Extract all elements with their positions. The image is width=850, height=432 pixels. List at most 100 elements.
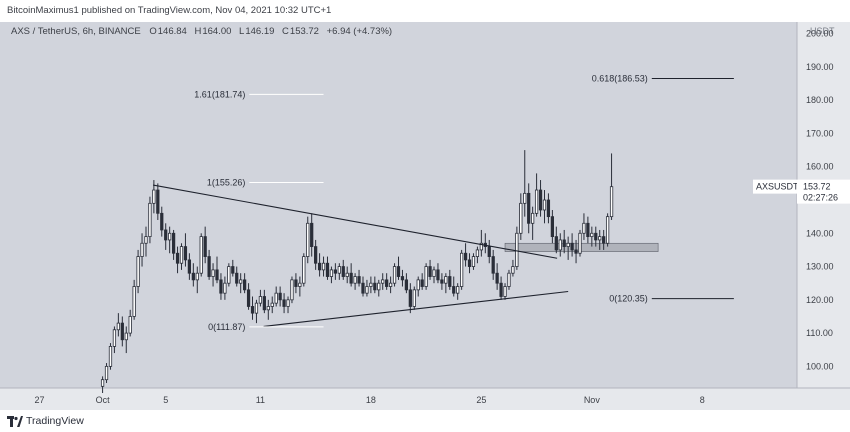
candle [270, 296, 274, 314]
candle-body-up [132, 286, 136, 317]
candle-body-down [156, 189, 160, 214]
ohlc-close: 153.72 [290, 26, 319, 37]
current-price-background [753, 179, 797, 194]
candle-body-up [258, 296, 263, 304]
candle [148, 196, 152, 244]
candle-body-up [199, 236, 203, 274]
candle [499, 276, 503, 300]
candle [116, 313, 120, 337]
price-chart[interactable]: AXS / TetherUS, 6h, BINANCE O146.84 H164… [0, 22, 850, 410]
tradingview-logo[interactable]: TradingView [7, 415, 84, 427]
candle-body-up [112, 329, 117, 347]
candle [164, 223, 168, 250]
symbol-title: AXS / TetherUS, 6h, BINANCE [11, 26, 141, 37]
x-tick-label: 27 [34, 395, 44, 405]
ohlc-low: 146.19 [245, 26, 274, 37]
candle [160, 206, 164, 237]
price-axis-panel [797, 22, 850, 388]
current-price-tag: AXSUSDT 153.72 02:27:26 [753, 179, 850, 204]
candle-body-up [223, 282, 227, 294]
candle-body-down [562, 239, 566, 247]
candle [404, 273, 409, 294]
candle [274, 286, 278, 307]
candle-body-down [235, 272, 239, 284]
candle [254, 299, 259, 324]
candle-body-up [456, 286, 460, 294]
candle-body-down [349, 272, 353, 284]
candle [171, 229, 176, 260]
candle-body-up [100, 379, 105, 387]
candle [290, 276, 294, 304]
candle [475, 246, 480, 264]
y-tick-label: 200.00 [806, 29, 834, 39]
candle-body-down [243, 279, 247, 291]
trendlines-layer [152, 184, 569, 327]
candle-body-up [460, 252, 464, 287]
candle-body-up [369, 282, 373, 287]
candle-body-up [266, 306, 270, 311]
candle [104, 363, 109, 384]
candle-body-down [203, 236, 207, 257]
candle-body-down [436, 269, 440, 281]
candle-body-up [381, 279, 385, 284]
candle-body-down [262, 296, 266, 311]
ohlc-high-label: H [194, 26, 201, 37]
symbol-legend: AXS / TetherUS, 6h, BINANCE O146.84 H164… [11, 26, 392, 37]
candle-body-down [602, 236, 606, 244]
y-axis-ticks: 200.00190.00180.00170.00160.00150.00140.… [806, 29, 834, 372]
candle [428, 259, 432, 280]
candle [582, 213, 586, 240]
candle [227, 263, 231, 287]
x-tick-label: Nov [584, 395, 601, 405]
ohlc-low-label: L [239, 26, 244, 37]
y-tick-label: 110.00 [806, 328, 833, 338]
candle-body-up [337, 266, 341, 274]
candle [179, 243, 184, 270]
current-price-symbol: AXSUSDT [756, 182, 799, 192]
candle [282, 293, 286, 314]
candle-body-up [444, 276, 448, 284]
candle [578, 229, 582, 257]
candle-body-up [104, 365, 109, 381]
candle-body-up [558, 239, 562, 251]
candle [586, 216, 590, 244]
candle-body-up [503, 286, 507, 297]
candle-body-down [495, 272, 499, 284]
current-price-value-background [797, 179, 850, 204]
candle [337, 263, 341, 280]
candle [594, 226, 598, 247]
candle [140, 233, 144, 267]
candle [250, 296, 255, 320]
candle [377, 279, 381, 297]
candle [570, 233, 574, 257]
candle [566, 236, 570, 260]
chart-frame[interactable]: AXS / TetherUS, 6h, BINANCE O146.84 H164… [0, 22, 850, 410]
candle [487, 239, 491, 264]
candle [574, 239, 578, 264]
candle [286, 296, 290, 314]
candle-body-up [345, 272, 349, 277]
candle [408, 283, 412, 314]
candle [365, 279, 369, 297]
candle-body-down [586, 222, 590, 238]
candle-body-up [377, 282, 381, 291]
candle [424, 263, 428, 290]
candle [124, 326, 128, 354]
candle [195, 266, 199, 294]
candle [341, 259, 345, 280]
candle-body-up [353, 276, 357, 284]
candle [302, 253, 306, 287]
candle-body-up [416, 279, 420, 291]
fib-level: 1(155.26) [207, 178, 324, 188]
ohlc-close-label: C [282, 26, 289, 37]
candle-body-down [400, 276, 405, 281]
candle-body-down [333, 269, 337, 274]
candle-body-up [582, 222, 586, 234]
candle-body-down [594, 232, 598, 241]
candle [400, 269, 405, 287]
candle-body-up [424, 266, 428, 287]
y-tick-label: 190.00 [806, 62, 834, 72]
candle-body-up [590, 232, 594, 238]
candle [187, 253, 192, 280]
candle-body-down [314, 246, 318, 264]
